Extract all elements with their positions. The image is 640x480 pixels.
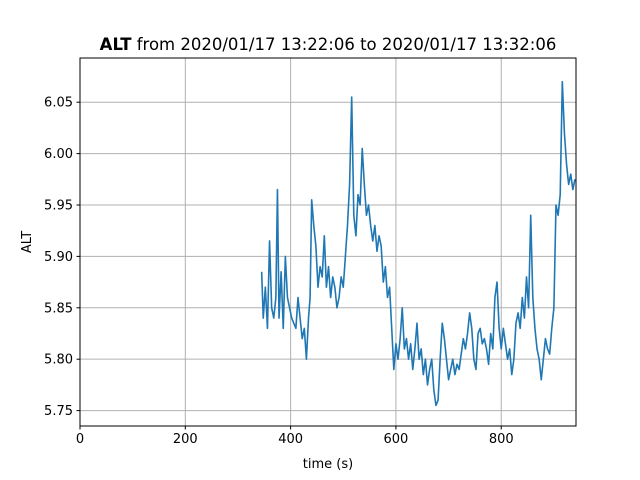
y-tick-label: 5.95 xyxy=(44,198,73,213)
axis-ticks: 0 200 400 600 800 5.75 5.80 5.85 5.90 5.95 6.00 6.0… xyxy=(44,96,514,447)
y-tick-label: 5.85 xyxy=(44,301,73,316)
y-tick-label: 6.05 xyxy=(44,96,73,111)
y-axis-label: ALT xyxy=(20,231,35,253)
chart-title: ALT from 2020/01/17 13:22:06 to 2020/01/… xyxy=(100,35,557,54)
y-tick-label: 6.00 xyxy=(44,147,73,162)
chart-title-bold: ALT xyxy=(100,35,133,54)
chart-title-rest: from 2020/01/17 13:22:06 to 2020/01/17 1… xyxy=(131,35,556,54)
x-tick-label: 200 xyxy=(173,432,198,447)
x-tick-label: 0 xyxy=(76,432,84,447)
alt-series-line xyxy=(260,80,576,407)
axes-frame xyxy=(79,57,577,427)
y-tick-label: 5.75 xyxy=(44,404,73,419)
grid-lines xyxy=(79,58,576,426)
x-tick-label: 800 xyxy=(489,432,514,447)
x-tick-label: 600 xyxy=(384,432,409,447)
y-tick-label: 5.80 xyxy=(44,353,73,368)
x-tick-label: 400 xyxy=(278,432,303,447)
plot-area xyxy=(260,80,576,407)
y-tick-label: 5.90 xyxy=(44,250,73,265)
x-axis-label: time (s) xyxy=(303,457,353,472)
